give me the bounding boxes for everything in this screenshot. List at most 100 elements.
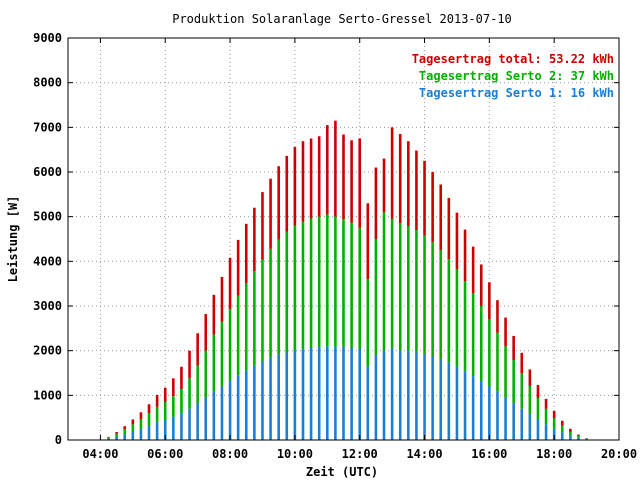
x-tick-label: 14:00: [406, 447, 442, 461]
bar-serto-2: [269, 248, 272, 358]
bar-remainder: [423, 160, 426, 236]
bar-remainder: [415, 150, 418, 231]
bar-serto-2: [220, 321, 224, 387]
bar-serto-1: [139, 428, 143, 440]
bar-serto-1: [301, 349, 305, 440]
bar-serto-2: [228, 309, 232, 381]
x-tick-label: 16:00: [471, 447, 507, 461]
bar-serto-1: [366, 366, 370, 440]
bar-serto-2: [293, 225, 297, 351]
bar-remainder: [309, 138, 313, 219]
bar-remainder: [212, 294, 216, 335]
bar-serto-1: [463, 371, 467, 440]
y-tick-label: 6000: [33, 165, 62, 179]
bar-serto-2: [407, 226, 410, 352]
legend-entry: Tagesertrag Serto 2: 37 kWh: [419, 69, 614, 83]
bar-serto-2: [415, 230, 418, 353]
bar-serto-1: [577, 437, 580, 440]
bar-remainder: [512, 335, 515, 361]
bar-serto-1: [504, 397, 507, 440]
bar-remainder: [342, 134, 345, 220]
bar-remainder: [390, 127, 394, 219]
bar-serto-1: [196, 403, 199, 440]
bar-serto-2: [172, 396, 175, 417]
bar-serto-1: [115, 436, 118, 440]
bar-remainder: [204, 314, 208, 351]
bar-serto-1: [455, 366, 459, 440]
bar-serto-1: [244, 370, 248, 440]
bar-remainder: [463, 229, 467, 281]
bar-serto-2: [471, 293, 475, 377]
x-axis: 04:00 06:00 08:00 10:00 12:00 14:00 16:00 18:00…: [82, 38, 637, 461]
bar-serto-1: [253, 365, 256, 440]
bar-remainder: [528, 369, 532, 386]
bar-serto-2: [479, 306, 483, 382]
plot-frame: [67, 37, 620, 441]
bar-serto-2: [528, 385, 532, 415]
bar-remainder: [269, 178, 272, 249]
bar-remainder: [431, 172, 434, 243]
bar-serto-1: [423, 354, 426, 440]
bar-serto-2: [131, 424, 135, 432]
y-tick-label: 1000: [33, 388, 62, 402]
y-axis-label: Leistung [W]: [6, 196, 20, 283]
bar-serto-2: [569, 431, 572, 436]
bar-remainder: [520, 352, 524, 373]
bar-remainder: [123, 426, 127, 430]
bar-serto-2: [261, 259, 264, 362]
bar-serto-2: [212, 334, 216, 392]
bar-remainder: [552, 410, 556, 419]
bar-serto-2: [552, 418, 556, 429]
bar-remainder: [155, 394, 159, 407]
bar-serto-1: [520, 408, 524, 440]
bar-serto-1: [220, 386, 224, 440]
bar-remainder: [455, 212, 459, 270]
bar-serto-1: [358, 348, 362, 440]
bar-serto-1: [488, 386, 491, 440]
bar-serto-2: [301, 221, 305, 350]
bar-remainder: [471, 246, 475, 294]
bar-remainder: [253, 207, 256, 272]
bar-remainder: [139, 412, 143, 420]
bar-remainder: [382, 158, 386, 213]
bar-serto-2: [204, 350, 208, 398]
y-tick-label: 4000: [33, 254, 62, 268]
bar-serto-2: [463, 280, 467, 372]
y-tick-label: 7000: [33, 120, 62, 134]
bar-serto-1: [180, 413, 183, 440]
bar-serto-1: [204, 397, 208, 440]
y-tick-label: 3000: [33, 299, 62, 313]
bar-serto-1: [496, 391, 499, 440]
bar-serto-2: [390, 218, 394, 349]
bar-remainder: [147, 404, 151, 414]
bar-serto-1: [188, 408, 191, 440]
bar-serto-1: [544, 424, 548, 440]
y-tick-label: 8000: [33, 76, 62, 90]
y-axis: 0 1000 2000 3000 4000 5000 6000 7000 8000 9000: [33, 31, 619, 447]
bar-serto-2: [544, 408, 548, 425]
bar-serto-1: [131, 431, 135, 440]
bar-serto-1: [374, 355, 378, 440]
bar-serto-2: [431, 242, 434, 357]
bar-serto-2: [325, 214, 329, 347]
bar-serto-2: [334, 216, 337, 347]
bar-serto-1: [293, 350, 297, 440]
bar-serto-1: [269, 357, 272, 440]
bar-remainder: [180, 366, 183, 390]
bar-serto-2: [504, 346, 507, 398]
legend: Tagesertrag total: 53.22 kWh Tagesertrag …: [412, 52, 614, 100]
bar-serto-2: [147, 413, 151, 426]
bar-remainder: [277, 166, 280, 240]
bar-remainder: [261, 192, 264, 260]
bar-serto-2: [236, 295, 240, 376]
bar-serto-1: [350, 347, 353, 440]
bar-remainder: [236, 239, 240, 296]
bar-serto-1: [317, 347, 321, 440]
bar-remainder: [107, 436, 110, 438]
bar-remainder: [244, 223, 248, 284]
bar-serto-2: [439, 250, 443, 360]
bar-serto-1: [390, 348, 394, 440]
bar-serto-1: [172, 416, 175, 440]
y-tick-label: 9000: [33, 31, 62, 45]
bar-remainder: [293, 146, 297, 226]
